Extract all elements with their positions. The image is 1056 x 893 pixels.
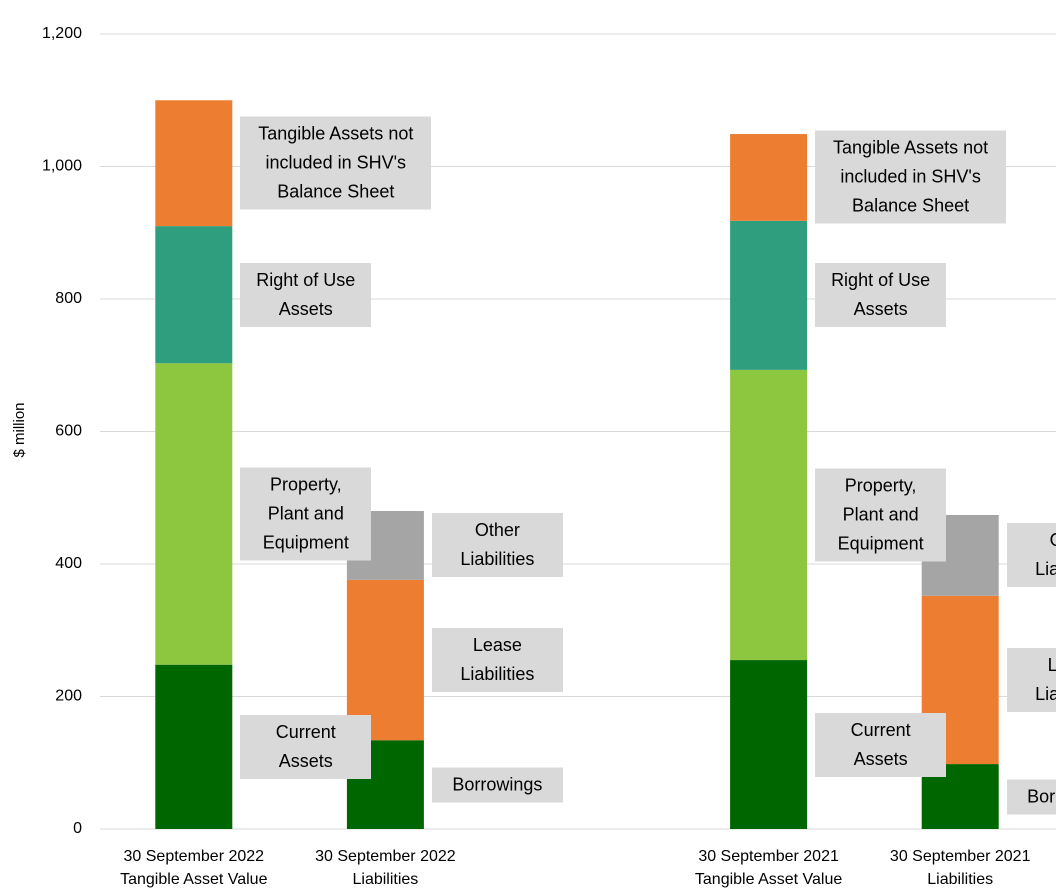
- segment-label: Right of Use Assets: [240, 262, 372, 327]
- segment-label: Borrowings: [1006, 779, 1056, 815]
- bar-segment: [155, 664, 233, 829]
- segment-label: Current Assets: [240, 714, 372, 779]
- segment-label: Right of Use Assets: [815, 263, 947, 328]
- bar-segment: [730, 660, 808, 829]
- bar-segment: [155, 100, 233, 227]
- y-tick-label: 0: [73, 820, 82, 837]
- segment-label: Lease Liabilities: [431, 628, 563, 693]
- segment-label: Borrowings: [431, 767, 563, 803]
- segment-label: Other Liabilities: [431, 513, 563, 578]
- segment-label: Current Assets: [815, 712, 947, 777]
- y-tick-label: 600: [55, 423, 82, 440]
- y-tick-label: 1,000: [42, 158, 82, 175]
- bar-segment: [730, 369, 808, 661]
- segment-label: Other Liabilities: [1006, 523, 1056, 588]
- bar-segment: [730, 134, 808, 221]
- segment-label: Tangible Assets not included in SHV's Ba…: [815, 130, 1007, 224]
- bar-segment: [155, 226, 233, 364]
- segment-label: Tangible Assets not included in SHV's Ba…: [240, 116, 432, 210]
- y-tick-label: 400: [55, 555, 82, 572]
- x-tick-label: Tangible Asset Value: [120, 871, 267, 888]
- bar-segment: [346, 579, 424, 741]
- segment-label: Property, Plant and Equipment: [240, 467, 372, 561]
- x-tick-label: 30 September 2022: [124, 848, 265, 865]
- segment-label: Property, Plant and Equipment: [815, 468, 947, 562]
- x-tick-label: Liabilities: [352, 871, 418, 888]
- x-tick-label: Tangible Asset Value: [695, 871, 842, 888]
- bar-segment: [730, 220, 808, 370]
- y-tick-label: 800: [55, 290, 82, 307]
- y-tick-label: 1,200: [42, 25, 82, 42]
- bar-segment: [155, 363, 233, 665]
- x-tick-label: 30 September 2021: [890, 848, 1031, 865]
- segment-label: Lease Liabilities: [1006, 647, 1056, 712]
- x-tick-label: 30 September 2022: [315, 848, 456, 865]
- y-tick-label: 200: [55, 688, 82, 705]
- x-tick-label: Liabilities: [927, 871, 993, 888]
- y-axis-label: $ million: [11, 402, 28, 457]
- x-tick-label: 30 September 2021: [698, 848, 839, 865]
